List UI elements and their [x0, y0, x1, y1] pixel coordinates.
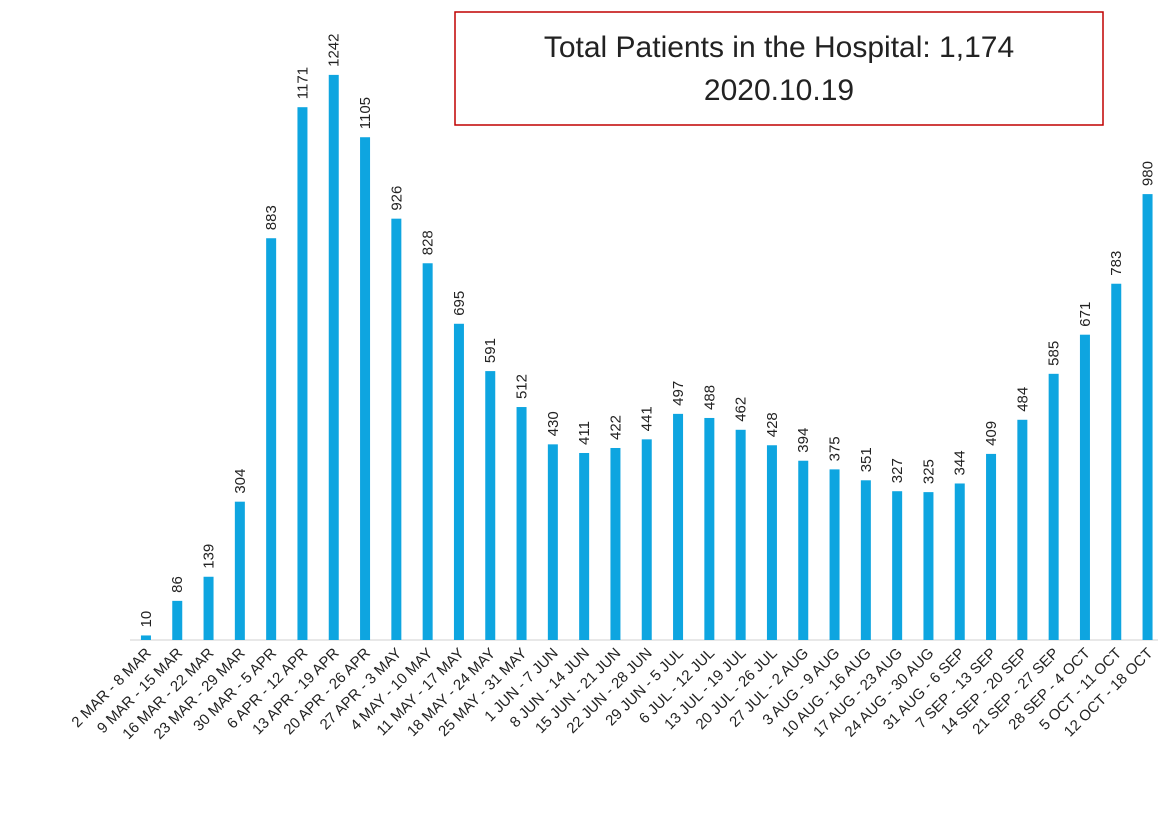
data-label: 430: [545, 411, 562, 436]
bar: [516, 407, 527, 640]
bar: [140, 635, 151, 640]
data-label: 926: [388, 186, 405, 211]
data-label: 1242: [326, 34, 343, 67]
data-label: 591: [482, 338, 499, 363]
data-label: 344: [952, 450, 969, 475]
data-label: 783: [1108, 251, 1125, 276]
chart-subtitle: 2020.10.19: [704, 74, 854, 107]
data-label: 304: [232, 469, 249, 494]
bar: [1111, 283, 1122, 640]
bar: [453, 323, 464, 640]
data-label: 980: [1140, 161, 1157, 186]
bar: [203, 576, 214, 640]
data-label: 497: [670, 381, 687, 406]
data-label: 488: [701, 385, 718, 410]
bar: [547, 444, 558, 640]
data-label: 409: [983, 421, 1000, 446]
data-label: 394: [795, 428, 812, 453]
bar: [892, 491, 903, 640]
bar: [360, 137, 371, 640]
data-label: 351: [858, 447, 875, 472]
bar: [1079, 334, 1090, 640]
data-label: 86: [169, 576, 186, 593]
bar: [766, 445, 777, 640]
bar: [1048, 373, 1059, 640]
data-label: 375: [827, 436, 844, 461]
bar: [923, 492, 934, 640]
bar: [485, 371, 496, 640]
bar: [1017, 419, 1028, 640]
data-label: 10: [138, 611, 155, 628]
bar: [673, 413, 684, 640]
bar: [829, 469, 840, 640]
bar: [641, 439, 652, 640]
bar: [579, 452, 590, 640]
data-label: 441: [639, 406, 656, 431]
bar: [860, 480, 871, 640]
data-label: 883: [263, 205, 280, 230]
bar: [986, 453, 997, 640]
bar: [704, 417, 715, 640]
bar: [798, 460, 809, 640]
data-label: 327: [889, 458, 906, 483]
bar: [172, 600, 183, 640]
bar: [422, 263, 433, 640]
data-label: 139: [201, 544, 218, 569]
chart-title: Total Patients in the Hospital: 1,174: [544, 31, 1014, 64]
data-label: 411: [576, 421, 593, 445]
bar: [1142, 194, 1153, 640]
data-label: 1171: [294, 67, 311, 99]
bar: [391, 218, 402, 641]
data-label: 695: [451, 291, 468, 316]
bar: [735, 429, 746, 640]
bar: [610, 447, 621, 640]
data-label: 671: [1077, 302, 1094, 327]
data-label: 428: [764, 412, 781, 437]
title-box: [454, 11, 1104, 126]
data-label: 828: [420, 230, 437, 255]
data-label: 585: [1046, 341, 1063, 366]
bar: [328, 74, 339, 640]
bar: [297, 107, 308, 640]
data-label: 462: [733, 397, 750, 422]
data-label: 1105: [357, 97, 374, 129]
data-label: 484: [1014, 387, 1031, 412]
bar: [234, 501, 245, 640]
data-label: 325: [920, 459, 937, 484]
bar: [266, 238, 277, 641]
data-label: 512: [514, 374, 531, 399]
data-label: 422: [607, 415, 624, 440]
bar: [954, 483, 965, 640]
